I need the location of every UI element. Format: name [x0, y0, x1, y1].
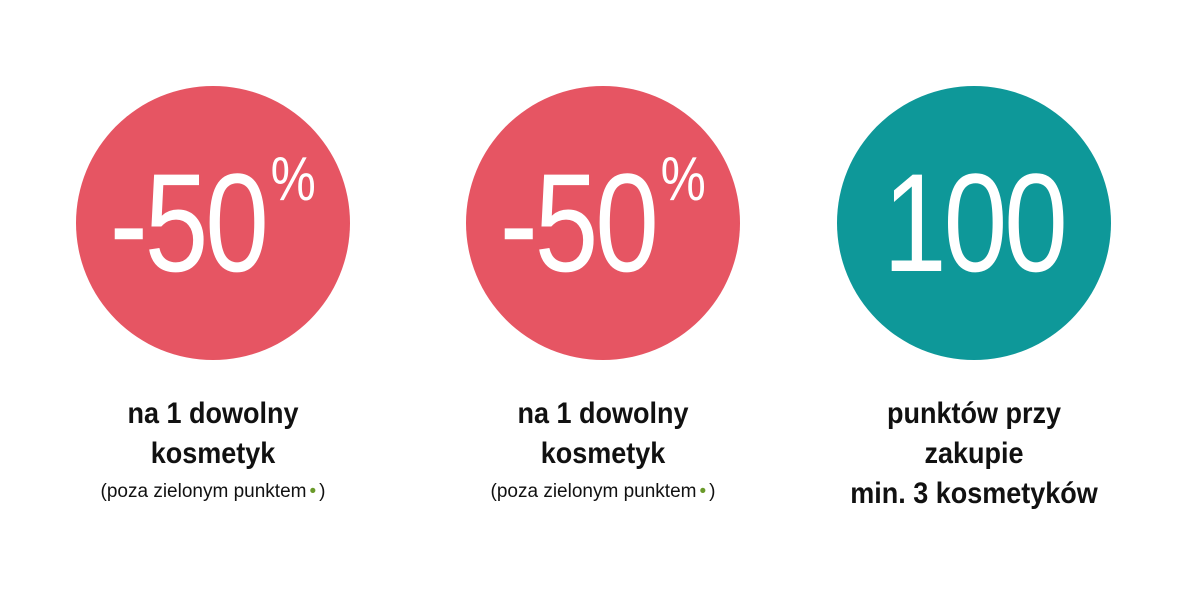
offer: -50% na 1 dowolny kosmetyk (poza zielonym p…: [18, 0, 408, 600]
caption-line: punktów przy: [886, 397, 1062, 430]
note-dot: •: [699, 481, 707, 502]
badge-value: -50: [499, 144, 659, 301]
note: (poza zielonym punktem •): [408, 481, 798, 503]
badge-text: 100: [883, 153, 1068, 293]
caption-line: na 1 dowolny: [517, 397, 689, 430]
badge-text: -50%: [110, 149, 316, 293]
caption-line: na 1 dowolny: [127, 397, 299, 430]
note-close: ): [709, 481, 716, 502]
offer: 100 punktów przy zakupie min. 3 kosmetyków: [779, 0, 1169, 600]
caption-line: kosmetyk: [150, 437, 276, 470]
caption: na 1 dowolny kosmetyk: [408, 394, 798, 474]
note-text: (poza zielonym punktem: [490, 481, 697, 502]
caption-line: zakupie: [924, 437, 1024, 470]
badge: -50%: [76, 86, 350, 360]
badge: 100: [837, 86, 1111, 360]
offer: -50% na 1 dowolny kosmetyk (poza zielonym p…: [408, 0, 798, 600]
note-close: ): [319, 481, 326, 502]
badge-value: 100: [883, 144, 1068, 301]
badge-unit: %: [660, 145, 707, 214]
caption: na 1 dowolny kosmetyk: [18, 394, 408, 474]
note: (poza zielonym punktem •): [18, 481, 408, 503]
note-text: (poza zielonym punktem: [100, 481, 307, 502]
note-dot: •: [309, 481, 317, 502]
badge-text: -50%: [500, 149, 706, 293]
caption-line: min. 3 kosmetyków: [850, 477, 1098, 510]
badge: -50%: [466, 86, 740, 360]
caption-line: kosmetyk: [540, 437, 666, 470]
badge-value: -50: [109, 144, 269, 301]
caption: punktów przy zakupie min. 3 kosmetyków: [779, 394, 1169, 514]
badge-unit: %: [270, 145, 317, 214]
